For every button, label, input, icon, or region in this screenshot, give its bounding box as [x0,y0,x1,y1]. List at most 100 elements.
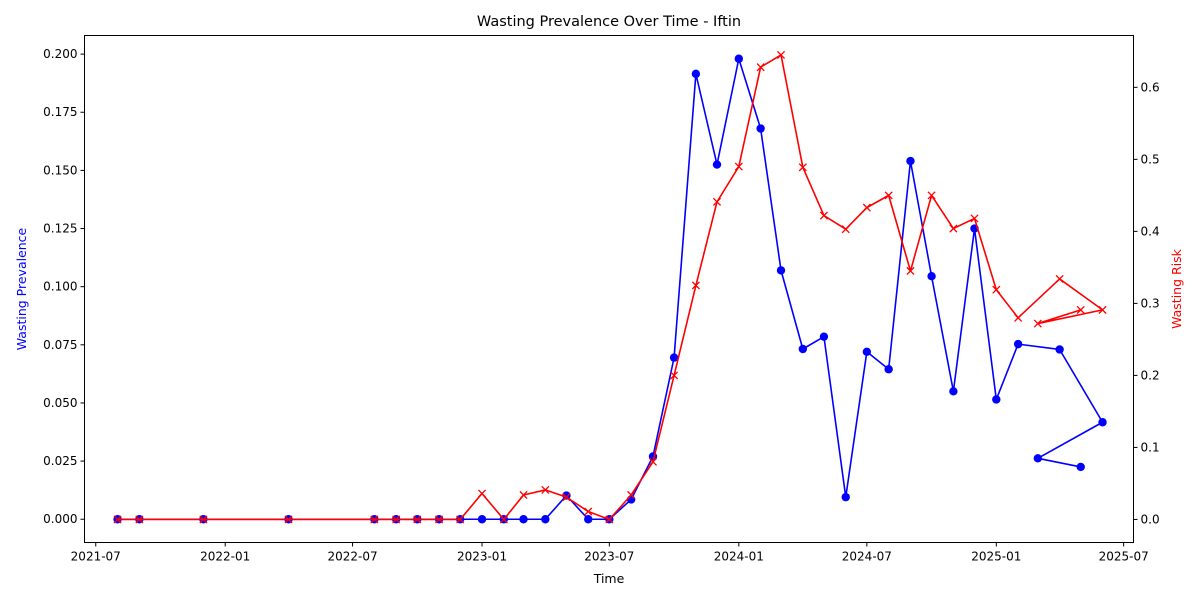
x-tick-label: 2022-01 [200,550,250,564]
risk-point [884,191,893,200]
prevalence-point [992,395,1001,404]
prevalence-point [884,365,893,374]
prevalence-point [1013,339,1023,349]
x-tick-label: 2023-01 [457,550,507,564]
risk-point [413,515,422,524]
risk-point [819,211,828,220]
y-axis-right-label: Wasting Risk [1169,248,1184,329]
plot-frame [84,35,1134,543]
y-right-tick-label: 0.5 [1141,152,1160,166]
risk-point [691,281,700,290]
chart-title: Wasting Prevalence Over Time - Iftin [477,14,741,30]
risk-point [370,515,379,524]
risk-point [113,515,122,524]
risk-point [562,493,571,502]
y-right-tick-label: 0.3 [1141,296,1160,310]
prevalence-point [927,272,936,281]
risk-point [541,485,550,494]
x-tick-label: 2024-07 [842,550,892,564]
x-tick-label: 2022-07 [327,550,377,564]
y-right-tick-label: 0.1 [1141,440,1160,454]
y-axis-left-label: Wasting Prevalence [14,227,29,350]
prevalence-series [113,54,1107,524]
prevalence-point [626,495,636,504]
risk-point [949,224,958,233]
prevalence-point [691,69,701,79]
prevalence-point [519,515,528,524]
x-tick-label: 2021-07 [71,550,121,564]
risk-point [712,197,722,206]
prevalence-point [949,387,958,396]
y-left-tick-label: 0.125 [43,222,77,236]
risk-line [117,54,1104,521]
chart-axes: 2021-07 2022-01 2022-07 2023-01 2023-07 2024-… [43,47,1159,563]
risk-point [627,490,636,500]
risk-point [992,285,1001,294]
prevalence-point [841,492,850,502]
y-left-tick-label: 0.000 [43,512,77,526]
risk-point [392,515,401,524]
y-left-tick-label: 0.200 [43,47,77,61]
risk-point [1098,305,1107,314]
y-left-tick-label: 0.175 [43,105,77,119]
prevalence-point [1033,454,1043,463]
risk-point [906,266,915,276]
prevalence-point [776,266,786,275]
prevalence-point [756,124,765,133]
prevalence-point [906,156,915,166]
y-right-tick-label: 0.0 [1141,512,1160,526]
risk-point [499,515,508,524]
x-tick-label: 2025-01 [971,550,1021,564]
prevalence-point [541,515,550,524]
risk-point [798,163,807,172]
risk-point [970,214,979,223]
risk-point [1014,313,1023,322]
risk-point [605,515,614,524]
risk-point [435,515,444,524]
prevalence-line [117,57,1104,521]
risk-point [584,507,593,516]
risk-point [648,457,658,466]
y-left-tick-label: 0.075 [43,338,77,352]
risk-point [284,515,293,524]
prevalence-point [669,353,679,362]
x-tick-label: 2025-07 [1099,550,1149,564]
chart-marks [113,50,1107,524]
y-left-tick-label: 0.025 [43,454,77,468]
y-left-tick-label: 0.050 [43,396,77,410]
risk-point [841,225,850,234]
y-right-tick-label: 0.2 [1141,368,1160,382]
risk-series [113,50,1107,524]
y-right-tick-label: 0.6 [1141,80,1160,94]
risk-point [519,490,528,500]
x-axis-label: Time [593,571,625,586]
x-tick-label: 2023-07 [584,550,634,564]
prevalence-point [798,344,808,354]
risk-point [927,191,936,200]
risk-point [456,515,465,524]
prevalence-point [477,515,487,524]
risk-point [734,162,743,171]
y-left-tick-label: 0.150 [43,163,77,177]
risk-point [199,515,208,524]
risk-point [756,63,765,72]
prevalence-point [584,515,593,524]
prevalence-point [1098,418,1107,427]
risk-point [776,50,786,60]
risk-point [670,371,679,380]
prevalence-point [734,54,744,63]
prevalence-point [1076,462,1085,472]
x-tick-label: 2024-01 [714,550,764,564]
prevalence-point [819,332,829,341]
risk-point [477,489,487,498]
risk-point [862,203,871,212]
risk-point [1076,305,1085,314]
y-left-tick-label: 0.100 [43,280,77,294]
risk-point [135,515,144,524]
risk-point [1033,319,1042,328]
prevalence-point [862,347,872,356]
prevalence-point [1055,345,1064,354]
prevalence-point [712,160,722,169]
